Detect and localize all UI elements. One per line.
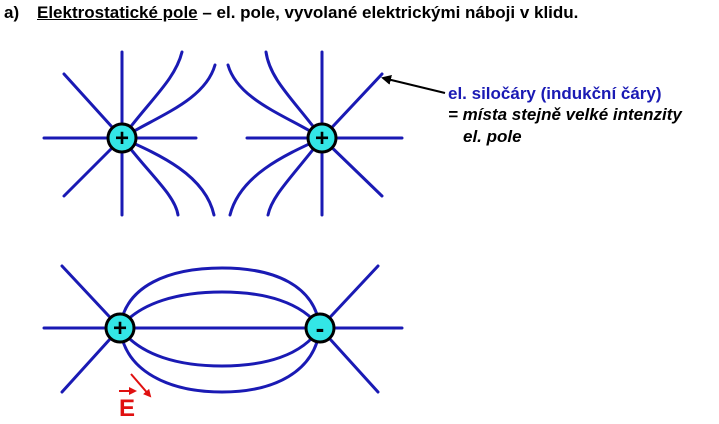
annotation-line-1: el. siločáry (indukční čáry)	[448, 84, 662, 103]
charge-sign: +	[315, 125, 329, 152]
heading-rest: – el. pole, vyvolané elektrickými náboji…	[197, 3, 579, 22]
repelling-charges-field	[42, 50, 404, 217]
annotation-arrow	[381, 75, 446, 94]
annotation-line-3: el. pole	[463, 127, 522, 146]
heading: a) Elektrostatické pole – el. pole, vyvol…	[4, 3, 578, 23]
charge-sign: +	[115, 125, 129, 152]
field-line	[120, 63, 217, 140]
field-line	[118, 266, 322, 330]
vector-label: E	[119, 395, 135, 422]
charge-sign: +	[113, 315, 127, 342]
charge-top-left: +	[106, 122, 138, 154]
dipole-field	[42, 264, 404, 394]
heading-term: Elektrostatické pole	[37, 3, 198, 22]
annotation-line-2: = místa stejně velké intenzity	[448, 105, 682, 124]
field-line	[120, 136, 216, 217]
field-line	[120, 50, 184, 140]
field-line	[228, 136, 324, 217]
field-line	[118, 326, 322, 394]
field-line	[118, 326, 322, 368]
charge-sign: -	[316, 313, 325, 343]
section-label: a)	[4, 3, 20, 22]
vector-arrow	[130, 373, 152, 398]
charge-bottom-right: -	[304, 312, 336, 344]
field-line	[118, 290, 322, 330]
intensity-vector: E	[119, 373, 152, 422]
charge-top-right: +	[306, 122, 338, 154]
charge-bottom-left: +	[104, 312, 136, 344]
